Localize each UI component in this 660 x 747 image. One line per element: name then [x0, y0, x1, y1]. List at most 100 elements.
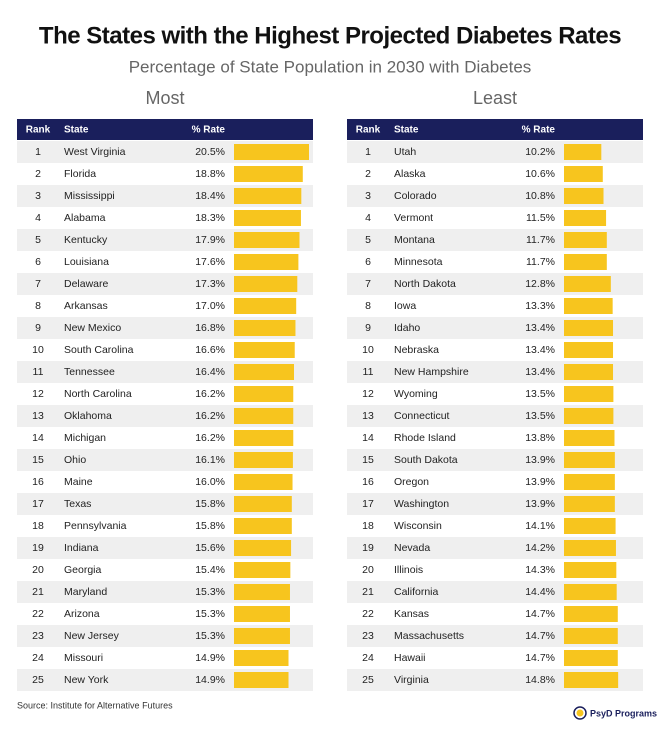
rate-label: 17.0% [195, 300, 225, 312]
bar [234, 408, 294, 424]
rate-label: 16.4% [195, 366, 225, 378]
rank: 25 [362, 674, 374, 686]
bar [564, 650, 618, 666]
rate-label: 14.2% [525, 542, 555, 554]
rank: 8 [365, 300, 371, 312]
bar [234, 166, 303, 182]
bar [234, 254, 299, 270]
rank: 1 [35, 146, 41, 158]
bar [234, 452, 293, 468]
state: South Carolina [64, 344, 134, 356]
bar [234, 496, 292, 512]
rank: 15 [362, 454, 374, 466]
state: Georgia [64, 564, 102, 576]
rank: 21 [32, 586, 44, 598]
rate-label: 13.4% [525, 322, 555, 334]
bar [234, 650, 289, 666]
state: Hawaii [394, 652, 426, 664]
state: Iowa [394, 300, 416, 312]
bar [234, 606, 290, 622]
rank: 2 [365, 168, 371, 180]
rate-label: 13.3% [525, 300, 555, 312]
rate-label: 14.4% [525, 586, 555, 598]
rate-label: 13.5% [525, 388, 555, 400]
rank: 18 [32, 520, 44, 532]
state: Missouri [64, 652, 103, 664]
state: Minnesota [394, 256, 443, 268]
rate-label: 18.8% [195, 168, 225, 180]
rank: 7 [365, 278, 371, 290]
state: New Mexico [64, 322, 121, 334]
bar [564, 430, 615, 446]
rate-label: 17.9% [195, 234, 225, 246]
state: West Virginia [64, 146, 126, 158]
rate-label: 16.2% [195, 410, 225, 422]
bar [564, 386, 614, 402]
logo-icon [573, 706, 587, 720]
bar [234, 144, 309, 160]
bar [564, 276, 611, 292]
rank: 4 [365, 212, 371, 224]
state: Rhode Island [394, 432, 456, 444]
rank: 5 [365, 234, 371, 246]
table-heading: Least [473, 88, 517, 108]
rate-label: 14.1% [525, 520, 555, 532]
rate-label: 13.9% [525, 498, 555, 510]
rank: 24 [362, 652, 374, 664]
bar [564, 232, 607, 248]
state: Arkansas [64, 300, 108, 312]
rank: 11 [33, 366, 44, 378]
bar [564, 166, 603, 182]
state: Maine [64, 476, 93, 488]
bar [564, 188, 604, 204]
state: North Carolina [64, 388, 132, 400]
rank: 18 [362, 520, 374, 532]
rate-label: 14.3% [525, 564, 555, 576]
state: Tennessee [64, 366, 115, 378]
bar [564, 628, 618, 644]
rate-label: 16.2% [195, 432, 225, 444]
bar [564, 452, 615, 468]
state: Nebraska [394, 344, 439, 356]
bar [234, 298, 297, 314]
column-header: State [64, 125, 89, 136]
rank: 11 [363, 366, 374, 378]
bar [234, 584, 290, 600]
rank: 5 [35, 234, 41, 246]
bar [564, 672, 619, 688]
rank: 13 [32, 410, 44, 422]
rate-label: 17.6% [195, 256, 225, 268]
column-header: % Rate [522, 125, 556, 136]
state: Massachusetts [394, 630, 464, 642]
rate-label: 11.7% [526, 256, 555, 268]
bar [564, 606, 618, 622]
state: Alabama [64, 212, 106, 224]
rank: 17 [32, 498, 44, 510]
bar [564, 562, 617, 578]
rate-label: 16.6% [195, 344, 225, 356]
rank: 7 [35, 278, 41, 290]
subtitle: Percentage of State Population in 2030 w… [129, 57, 532, 76]
rate-label: 12.8% [525, 278, 555, 290]
rate-label: 15.6% [195, 542, 225, 554]
state: Montana [394, 234, 435, 246]
bar [564, 364, 614, 380]
rate-label: 13.4% [525, 344, 555, 356]
state: Maryland [64, 586, 107, 598]
rate-label: 10.6% [525, 168, 555, 180]
rate-label: 18.3% [195, 212, 225, 224]
rate-label: 15.4% [195, 564, 225, 576]
rate-label: 15.3% [195, 630, 225, 642]
rank: 13 [362, 410, 374, 422]
bar [234, 430, 294, 446]
rank: 6 [365, 256, 371, 268]
rank: 15 [32, 454, 44, 466]
rate-label: 15.8% [195, 520, 225, 532]
bar [564, 584, 617, 600]
bar [234, 518, 292, 534]
bar [564, 210, 607, 226]
state: Florida [64, 168, 96, 180]
column-header: Rank [26, 125, 51, 136]
rank: 3 [35, 190, 41, 202]
